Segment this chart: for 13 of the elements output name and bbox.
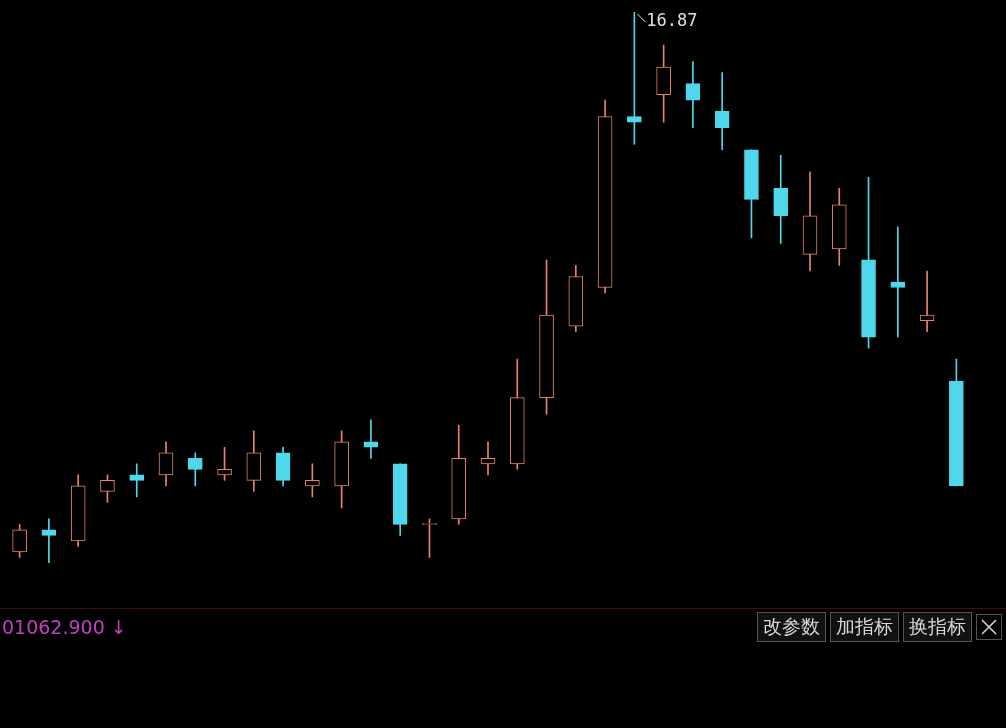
text: 加指标 [830,612,899,642]
candlestick [363,419,379,459]
candlestick [41,518,57,563]
text: 改参数 [757,612,826,642]
candlestick [129,463,145,498]
candlestick [714,72,730,151]
candlestick [480,441,496,476]
candlestick [890,226,906,338]
text: 01062.900 ↓ [2,616,128,638]
text: 换指标 [903,612,972,642]
candlestick [685,61,701,129]
annotation: 16.87 [646,10,698,31]
candlestick [919,270,935,332]
